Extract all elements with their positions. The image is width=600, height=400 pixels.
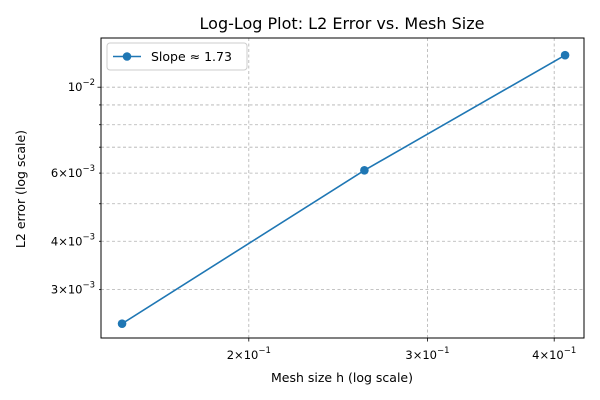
series-layer [117, 50, 570, 328]
legend-marker-swatch [122, 52, 132, 61]
y-tick-label: 10−2 [68, 78, 95, 94]
legend-frame [106, 42, 248, 71]
grid-layer [101, 38, 584, 338]
x-tick-label: 3×10−1 [405, 346, 449, 362]
plot-area-frame [100, 37, 585, 339]
tick-layer: 2×10−1 3×10−1 4×10−1 10−2 3×10−3 4×10−3 6×10−3 [51, 78, 576, 362]
chart-title: Log-Log Plot: L2 Error vs. Mesh Size [200, 14, 485, 33]
legend: Slope ≈ 1.73 [106, 42, 248, 71]
y-tick-label: 6×10−3 [51, 164, 95, 180]
x-axis-label: Mesh size h (log scale) [271, 370, 413, 385]
legend-entry-label: Slope ≈ 1.73 [151, 49, 232, 64]
y-tick-label: 3×10−3 [51, 281, 95, 297]
data-point [560, 50, 570, 60]
x-tick-label: 4×10−1 [532, 346, 576, 362]
y-tick-label: 4×10−3 [51, 232, 95, 248]
data-point [117, 319, 127, 328]
y-axis-label: L2 error (log scale) [13, 130, 28, 248]
x-tick-label: 2×10−1 [227, 346, 271, 362]
data-point [360, 166, 369, 175]
